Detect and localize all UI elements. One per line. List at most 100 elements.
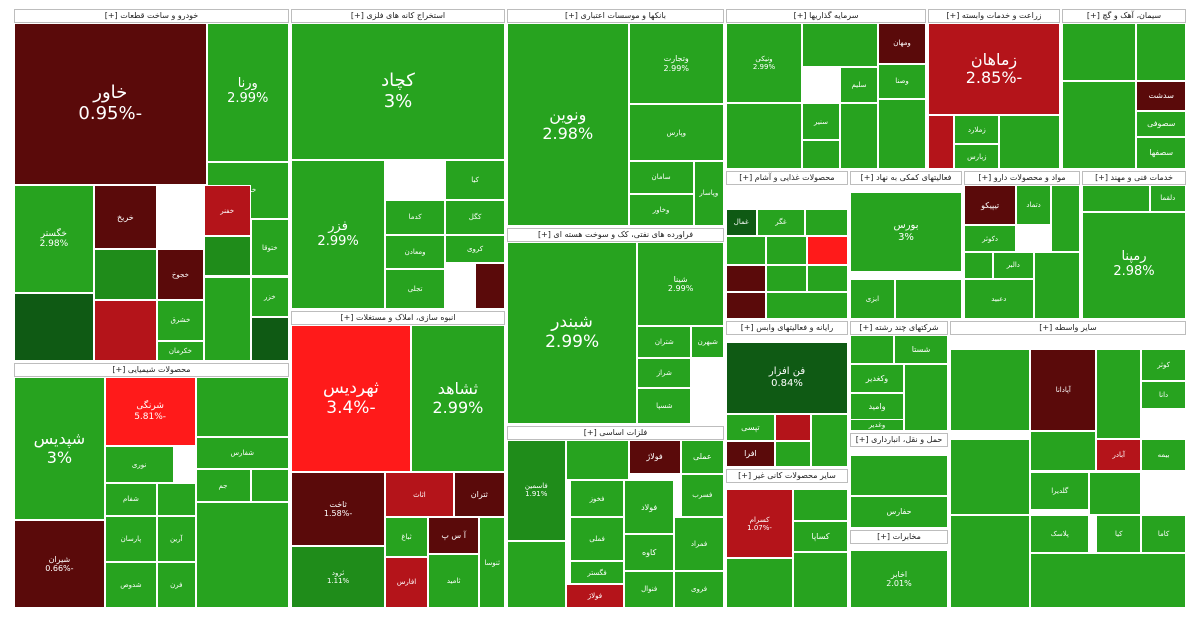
treemap-filler-tile[interactable] — [726, 235, 767, 266]
treemap-filler-tile[interactable] — [811, 414, 848, 467]
stock-tile[interactable]: ثامید — [427, 554, 480, 608]
stock-tile[interactable]: سنیر — [802, 103, 840, 140]
stock-tile[interactable]: خاور -0.95% — [14, 23, 207, 186]
stock-tile[interactable]: رمپنا 2.98% — [1082, 211, 1186, 319]
stock-tile[interactable]: افرا — [726, 440, 775, 467]
treemap-filler-tile[interactable] — [950, 438, 1031, 516]
sector-header[interactable]: استخراج کانه های فلزی [+] — [291, 9, 505, 23]
stock-tile[interactable]: زملارد — [954, 114, 1000, 145]
stock-tile[interactable]: بورس 3% — [850, 191, 962, 273]
stock-tile[interactable]: زبارس — [954, 144, 1000, 169]
treemap-filler-tile[interactable] — [928, 114, 955, 169]
sector-header[interactable]: شرکتهای چند رشته [+] — [850, 321, 948, 335]
stock-tile[interactable]: کگل — [445, 200, 505, 235]
stock-tile[interactable]: ورنا 2.99% — [206, 23, 289, 162]
treemap-filler-tile[interactable] — [999, 114, 1060, 169]
stock-tile[interactable]: شفارس — [195, 437, 289, 470]
treemap-filler-tile[interactable] — [203, 235, 251, 277]
stock-tile[interactable]: خریخ — [93, 185, 157, 250]
stock-tile[interactable]: شتران — [637, 325, 692, 359]
stock-tile[interactable]: فخوز — [569, 480, 625, 518]
sector-header[interactable]: سیمان، آهک و گچ [+] — [1062, 9, 1186, 23]
stock-tile[interactable]: عملی — [680, 440, 724, 474]
sector-header[interactable]: خدمات فنی و مهند [+] — [1082, 171, 1186, 185]
treemap-filler-tile[interactable] — [1030, 430, 1097, 472]
stock-tile[interactable]: فرن — [157, 561, 196, 608]
stock-tile[interactable]: فملی — [569, 517, 625, 561]
sector-chemical[interactable]: محصولات شیمیایی [+] شپدیس 3% شرنگی -5.81% شیر… — [14, 363, 289, 608]
stock-tile[interactable]: شپدیس 3% — [14, 377, 105, 521]
stock-tile[interactable]: گلدیرا — [1030, 471, 1090, 510]
sector-food[interactable]: محصولات غذایی و آشام [+] غگر غمال — [726, 171, 848, 319]
treemap-filler-tile[interactable] — [93, 300, 157, 361]
stock-tile[interactable]: شراز — [637, 358, 692, 388]
stock-tile[interactable]: فگستر — [569, 560, 625, 585]
stock-tile[interactable]: تجلی — [385, 268, 446, 309]
stock-tile[interactable]: نوری — [104, 446, 174, 484]
stock-tile[interactable]: وکغدیر — [850, 363, 904, 393]
treemap-filler-tile[interactable] — [1136, 23, 1186, 82]
sector-it[interactable]: رایانه و فعالیتهای وابس [+] فن افزار 0.84%… — [726, 321, 848, 467]
stock-tile[interactable]: دالبر — [993, 252, 1034, 279]
sector-financial_aux[interactable]: فعالیتهای کمکی به نهاد [+] بورس 3% ابزی — [850, 171, 962, 319]
treemap-filler-tile[interactable] — [1089, 471, 1142, 516]
stock-tile[interactable]: وغدیر — [850, 419, 904, 431]
treemap-filler-tile[interactable] — [793, 489, 848, 521]
treemap-filler-tile[interactable] — [93, 249, 157, 301]
treemap-filler-tile[interactable] — [1033, 252, 1080, 319]
stock-tile[interactable]: سصفها — [1136, 136, 1186, 169]
sector-header[interactable]: مواد و محصولات دارو [+] — [964, 171, 1080, 185]
stock-tile[interactable]: شیران -0.66% — [14, 520, 105, 608]
stock-tile[interactable]: پلاسک — [1030, 515, 1090, 554]
treemap-filler-tile[interactable] — [774, 440, 812, 467]
treemap-filler-tile[interactable] — [475, 263, 505, 309]
stock-tile[interactable]: کیا — [1096, 515, 1142, 554]
treemap-filler-tile[interactable] — [850, 455, 948, 496]
stock-tile[interactable]: اثاث — [385, 472, 454, 518]
stock-tile[interactable]: وخاور — [628, 193, 694, 226]
treemap-filler-tile[interactable] — [1082, 185, 1150, 212]
stock-tile[interactable]: افارس — [385, 557, 428, 608]
stock-tile[interactable]: آپادانا — [1030, 348, 1097, 431]
sector-basic_metals[interactable]: فلزات اساسی [+] فاسمین 1.91% فولاژ عملی فخوز ف… — [507, 426, 724, 608]
stock-tile[interactable]: سصوفی — [1136, 110, 1186, 137]
sector-auto[interactable]: خودرو و ساخت قطعات [+] خاور -0.95% ورنا 2.99… — [14, 9, 289, 361]
stock-tile[interactable]: تیپیکو — [964, 185, 1017, 226]
stock-tile[interactable]: آبادر — [1096, 438, 1142, 472]
stock-tile[interactable]: بیمه — [1141, 438, 1186, 472]
sector-header[interactable]: بانکها و موسسات اعتباری [+] — [507, 9, 724, 23]
stock-tile[interactable]: فولاژ — [565, 584, 625, 608]
treemap-filler-tile[interactable] — [565, 440, 629, 481]
sector-misc[interactable]: سایر واسطه [+] کوثر دانا بیمه آپادانا آبادر گل… — [950, 321, 1186, 608]
sector-multi[interactable]: شرکتهای چند رشته [+] شستا وکغدیر وامید وغدیر — [850, 321, 948, 431]
sector-header[interactable]: رایانه و فعالیتهای وابس [+] — [726, 321, 848, 335]
stock-tile[interactable]: وپاسار — [693, 161, 724, 226]
treemap-filler-tile[interactable] — [1030, 553, 1186, 608]
stock-tile[interactable]: شبندر 2.99% — [507, 242, 638, 424]
stock-tile[interactable]: تپسی — [726, 414, 775, 441]
stock-tile[interactable]: فنوال — [624, 571, 675, 608]
stock-tile[interactable]: غمال — [726, 209, 757, 236]
stock-tile[interactable]: دلقما — [1149, 185, 1186, 212]
stock-tile[interactable]: سدشت — [1136, 81, 1186, 111]
treemap-filler-tile[interactable] — [1062, 23, 1137, 82]
sector-header[interactable]: سرمایه گذاریها [+] — [726, 9, 926, 23]
stock-tile[interactable]: ثاخت -1.58% — [291, 472, 386, 546]
treemap-filler-tile[interactable] — [203, 276, 251, 361]
stock-tile[interactable]: وتجارت 2.99% — [628, 23, 724, 105]
stock-tile[interactable]: فاسمین 1.91% — [507, 440, 566, 541]
stock-tile[interactable]: خکرمان — [157, 340, 204, 361]
sector-header[interactable]: انبوه سازی، املاک و مستغلات [+] — [291, 311, 505, 325]
stock-tile[interactable]: شرنگی -5.81% — [104, 377, 196, 447]
stock-tile[interactable]: ثهردیس -3.4% — [291, 325, 411, 473]
treemap-filler-tile[interactable] — [726, 558, 794, 608]
treemap-filler-tile[interactable] — [726, 103, 802, 169]
sector-cement[interactable]: سیمان، آهک و گچ [+] سدشت سصوفی سصفها — [1062, 9, 1186, 169]
stock-tile[interactable]: کوثر — [1141, 348, 1186, 382]
stock-tile[interactable]: خزر — [250, 276, 289, 318]
stock-tile[interactable]: خشرق — [157, 300, 204, 341]
stock-tile[interactable]: ومهان — [878, 23, 926, 64]
treemap-filler-tile[interactable] — [903, 363, 948, 431]
treemap-filler-tile[interactable] — [766, 265, 807, 293]
stock-tile[interactable]: شدوص — [104, 561, 157, 608]
